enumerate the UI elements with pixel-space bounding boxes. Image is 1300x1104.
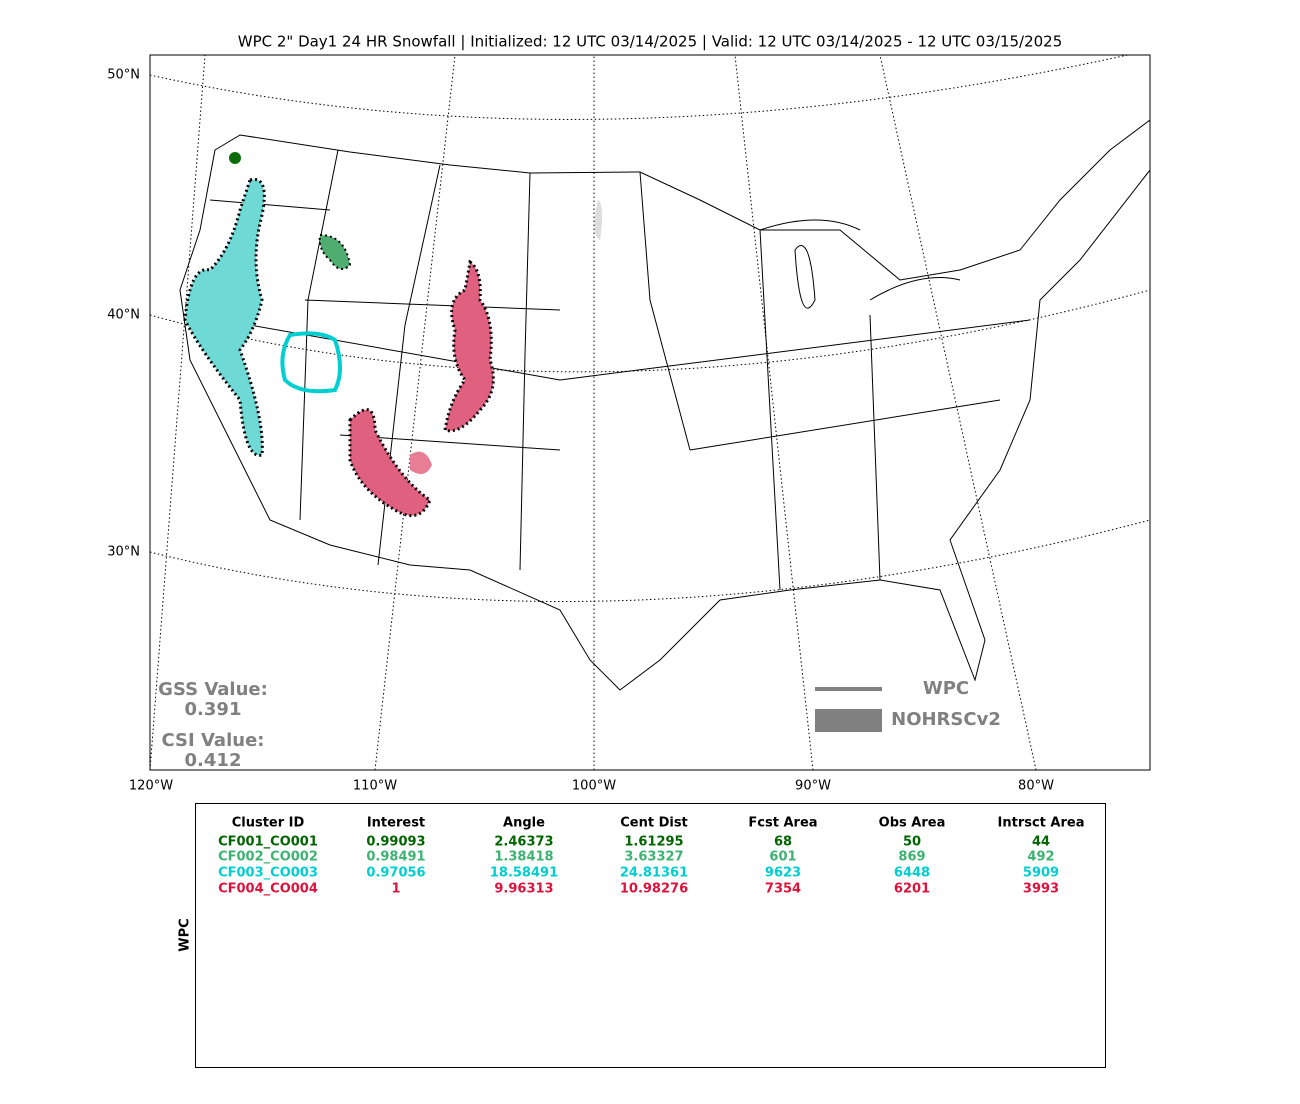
table-cell: 2.46373 (494, 835, 553, 850)
table-cell: 24.81361 (620, 866, 688, 881)
lon-label: 80°W (1018, 779, 1054, 794)
lat-labels: 50°N 40°N 30°N (107, 68, 140, 560)
column-header: Intrsct Area (998, 816, 1085, 831)
cluster-darkgreen (229, 152, 241, 164)
lon-label: 90°W (795, 779, 831, 794)
table-cell: 18.58491 (490, 866, 558, 881)
score-value: 0.391 (185, 699, 242, 720)
table-cell: CF003_CO003 (218, 866, 318, 881)
column-header: Interest (367, 816, 425, 831)
column-header: Obs Area (879, 816, 946, 831)
table-cell: 7354 (765, 882, 801, 897)
table-cell: 50 (903, 835, 921, 850)
cluster-green (318, 233, 352, 270)
state-lines (209, 149, 1031, 591)
coastline (179, 119, 1150, 691)
table-cell: 68 (774, 835, 792, 850)
cluster-red (410, 451, 432, 474)
table-cell: 3993 (1023, 882, 1059, 897)
lon-label: 110°W (353, 779, 397, 794)
table-cell: 0.97056 (366, 866, 425, 881)
obs-gray (594, 200, 603, 240)
table-side-label: WPC (178, 918, 193, 951)
score-label: CSI Value: (162, 730, 265, 751)
table-cell: 9623 (765, 866, 801, 881)
table-cell: 0.99093 (366, 835, 425, 850)
table-cell: 44 (1032, 835, 1050, 850)
cluster-red (348, 408, 432, 518)
cluster-cyan (280, 331, 342, 394)
table-cell: 6201 (894, 882, 930, 897)
scores: GSS Value: 0.391 CSI Value: 0.412 (158, 679, 268, 771)
table-cell: 1.38418 (494, 850, 553, 865)
table-cell: 601 (769, 850, 796, 865)
map-frame (149, 54, 1151, 771)
lat-label: 30°N (107, 545, 140, 560)
lat-label: 40°N (107, 308, 140, 323)
table-cell: 9.96313 (494, 882, 553, 897)
cluster-red (443, 259, 495, 433)
legend-swatch (815, 709, 882, 732)
table-cell: CF002_CO002 (218, 850, 318, 865)
map-title: WPC 2" Day1 24 HR Snowfall | Initialized… (238, 33, 1063, 51)
lat-label: 50°N (107, 68, 140, 83)
table-cell: 1.61295 (624, 835, 683, 850)
column-header: Angle (503, 816, 545, 831)
column-header: Fcst Area (748, 816, 817, 831)
cluster-cyan (183, 177, 266, 457)
lon-label: 100°W (572, 779, 616, 794)
map-layers (150, 55, 1150, 770)
table-cell: 869 (898, 850, 925, 865)
column-header: Cent Dist (620, 816, 688, 831)
table-cell: 0.98491 (366, 850, 425, 865)
great-lakes (759, 219, 961, 309)
table-cell: 492 (1027, 850, 1054, 865)
table-cell: 5909 (1023, 866, 1059, 881)
score-value: 0.412 (185, 750, 242, 771)
graticule (150, 55, 1150, 770)
table-frame (195, 803, 1106, 1068)
table-cell: 3.63327 (624, 850, 683, 865)
table-cell: CF001_CO001 (218, 835, 318, 850)
table-cell: 6448 (894, 866, 930, 881)
table-cell: CF004_CO004 (218, 882, 318, 897)
lon-label: 120°W (129, 779, 173, 794)
column-header: Cluster ID (232, 816, 305, 831)
legend-label: WPC (923, 678, 969, 699)
table-cell: 1 (391, 882, 400, 897)
legend-label: NOHRSCv2 (891, 709, 1001, 730)
lon-labels: 120°W 110°W 100°W 90°W 80°W (129, 779, 1054, 794)
table-cell: 10.98276 (620, 882, 688, 897)
table: Cluster ID Interest Angle Cent Dist Fcst Are… (218, 816, 1084, 897)
score-label: GSS Value: (158, 679, 268, 700)
